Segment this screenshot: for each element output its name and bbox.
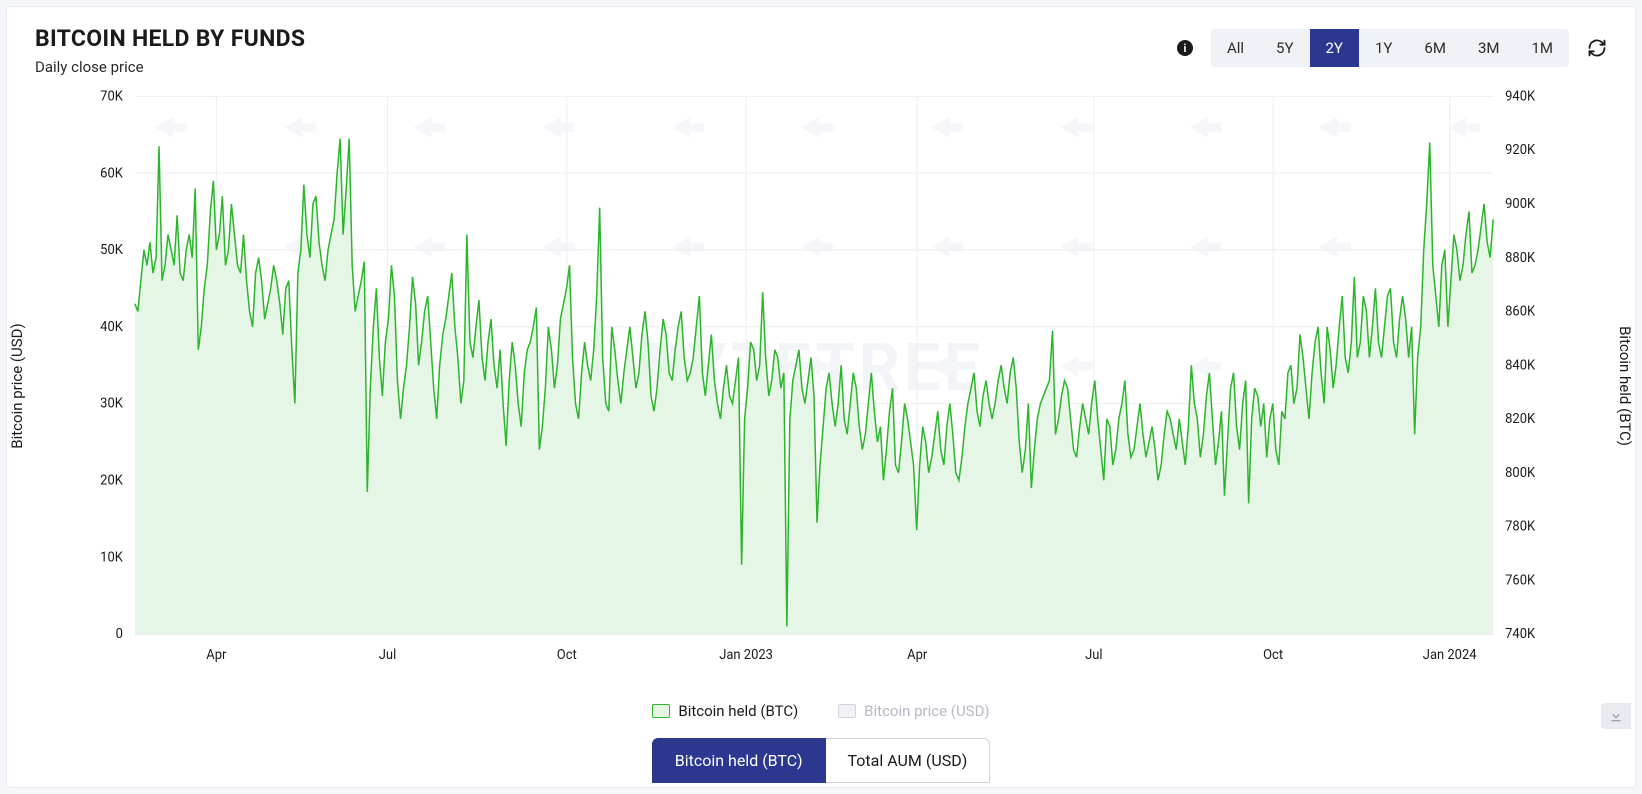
x-tick: Jul [379, 648, 396, 663]
y-right-tick: 860K [1505, 304, 1536, 319]
range-btn-all[interactable]: All [1211, 29, 1260, 67]
y-right-tick: 920K [1505, 143, 1536, 158]
y-right-tick: 840K [1505, 358, 1536, 373]
download-icon[interactable] [1601, 703, 1631, 729]
header-controls: i All5Y2Y1Y6M3M1M [1177, 29, 1607, 67]
chart-title: BITCOIN HELD BY FUNDS [35, 25, 305, 52]
y-axis-left-label: Bitcoin price (USD) [8, 323, 26, 448]
y-right-tick: 900K [1505, 197, 1536, 212]
chart-card: BITCOIN HELD BY FUNDS Daily close price … [6, 6, 1636, 788]
y-right-tick: 760K [1505, 573, 1536, 588]
y-left-tick: 10K [100, 550, 123, 565]
legend-item[interactable]: Bitcoin held (BTC) [652, 702, 798, 720]
y-right-tick: 780K [1505, 519, 1536, 534]
legend-label: Bitcoin held (BTC) [678, 702, 798, 720]
y-right-tick: 940K [1505, 89, 1536, 104]
y-left-tick: 70K [100, 89, 123, 104]
y-left-tick: 20K [100, 473, 123, 488]
x-tick: Apr [907, 648, 928, 663]
range-btn-6m[interactable]: 6M [1408, 29, 1462, 67]
card-header: BITCOIN HELD BY FUNDS Daily close price … [7, 7, 1635, 76]
y-right-tick: 880K [1505, 251, 1536, 266]
y-left-tick: 40K [100, 320, 123, 335]
y-left-tick: 30K [100, 397, 123, 412]
range-btn-3m[interactable]: 3M [1462, 29, 1516, 67]
range-btn-2y[interactable]: 2Y [1310, 29, 1359, 67]
legend-swatch [838, 704, 856, 718]
info-icon[interactable]: i [1177, 40, 1193, 56]
bottom-tabs: Bitcoin held (BTC)Total AUM (USD) [7, 738, 1635, 783]
bottom-tab[interactable]: Total AUM (USD) [826, 738, 991, 783]
x-tick: Oct [557, 648, 577, 663]
y-left-tick: 50K [100, 243, 123, 258]
y-left-tick: 60K [100, 166, 123, 181]
range-btn-5y[interactable]: 5Y [1260, 29, 1309, 67]
time-range-selector: All5Y2Y1Y6M3M1M [1211, 29, 1569, 67]
x-tick: Oct [1263, 648, 1283, 663]
refresh-icon[interactable] [1587, 38, 1607, 58]
y-right-tick: 820K [1505, 412, 1536, 427]
title-block: BITCOIN HELD BY FUNDS Daily close price [35, 25, 305, 76]
x-tick: Jul [1085, 648, 1102, 663]
bottom-tab[interactable]: Bitcoin held (BTC) [652, 738, 826, 783]
chart-svg[interactable]: BYTETREE010K20K30K40K50K60K70K740K760K78… [35, 86, 1607, 696]
legend-swatch [652, 704, 670, 718]
x-tick: Jan 2023 [719, 648, 773, 663]
range-btn-1y[interactable]: 1Y [1359, 29, 1408, 67]
chart-subtitle: Daily close price [35, 58, 305, 76]
x-tick: Apr [206, 648, 227, 663]
range-btn-1m[interactable]: 1M [1515, 29, 1569, 67]
y-left-tick: 0 [116, 627, 123, 642]
x-tick: Jan 2024 [1423, 648, 1477, 663]
y-right-tick: 740K [1505, 627, 1536, 642]
y-axis-right-label: Bitcoin held (BTC) [1616, 326, 1634, 446]
chart-area: Bitcoin price (USD) Bitcoin held (BTC) B… [7, 76, 1635, 696]
y-right-tick: 800K [1505, 466, 1536, 481]
legend-item[interactable]: Bitcoin price (USD) [838, 702, 989, 720]
legend-label: Bitcoin price (USD) [864, 702, 989, 720]
chart-legend: Bitcoin held (BTC) Bitcoin price (USD) [7, 702, 1635, 720]
